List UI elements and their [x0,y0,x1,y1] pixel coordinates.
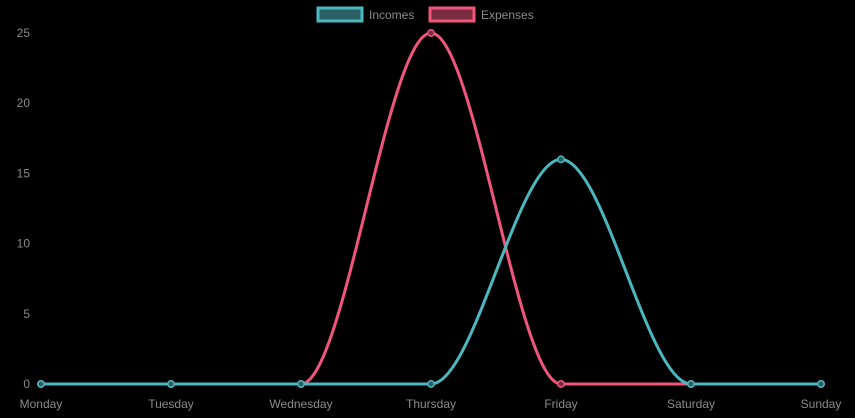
x-tick-label: Saturday [667,397,715,411]
data-point-incomes[interactable] [167,380,175,388]
y-tick-label: 0 [23,377,30,391]
chart-legend: Incomes Expenses [316,6,534,23]
data-point-expenses[interactable] [427,29,435,37]
data-point-incomes[interactable] [297,380,305,388]
x-tick-label: Sunday [801,397,842,411]
x-tick-label: Tuesday [148,397,194,411]
data-point-incomes[interactable] [37,380,45,388]
data-point-incomes[interactable] [427,380,435,388]
y-tick-label: 25 [17,26,31,40]
data-point-incomes[interactable] [817,380,825,388]
y-tick-label: 10 [17,237,31,251]
x-tick-label: Thursday [406,397,456,411]
series-line-expenses [39,31,823,386]
data-point-expenses[interactable] [557,380,565,388]
data-point-incomes[interactable] [557,155,565,164]
x-tick-label: Wednesday [269,397,332,411]
legend-label: Expenses [481,8,534,22]
legend-item-incomes[interactable]: Incomes [316,6,414,23]
x-tick-label: Monday [20,397,63,411]
legend-label: Incomes [369,8,414,22]
series-lines [39,31,823,386]
x-axis: Monday Tuesday Wednesday Thursday Friday Satu… [20,397,842,411]
y-tick-label: 15 [17,166,31,180]
series-points [37,29,825,388]
y-tick-label: 5 [23,307,30,321]
series-line-incomes [39,157,823,386]
legend-swatch [428,6,476,23]
y-axis: 0 5 10 15 20 25 [17,26,31,391]
data-point-incomes[interactable] [687,380,695,388]
legend-item-expenses[interactable]: Expenses [428,6,534,23]
legend-swatch [316,6,364,23]
y-tick-label: 20 [17,96,31,110]
x-tick-label: Friday [544,397,577,411]
